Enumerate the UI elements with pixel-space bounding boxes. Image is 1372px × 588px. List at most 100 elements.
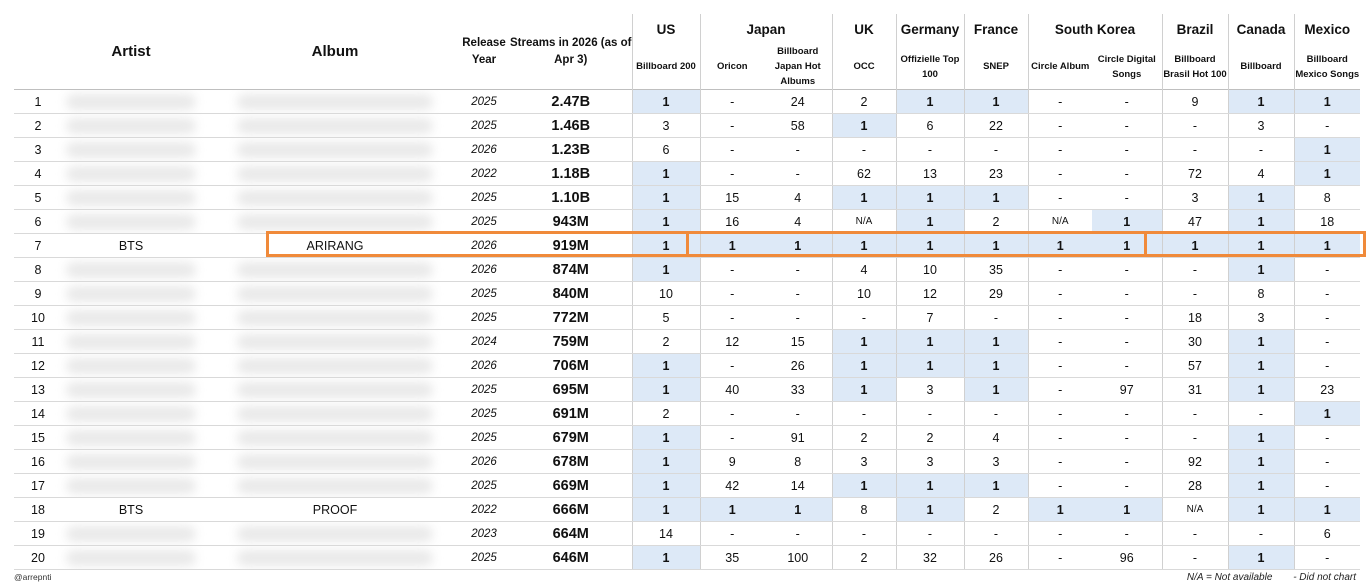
streams-cell: 759M — [510, 329, 632, 354]
chart-position-cell: 1 — [631, 473, 700, 498]
chart-position-cell: 10 — [831, 281, 896, 306]
chart-position-cell: - — [1293, 329, 1360, 354]
chart-position-cell: 1 — [1227, 209, 1294, 234]
redacted-blur — [236, 117, 434, 134]
year-cell: 2025 — [458, 425, 510, 450]
chart-position-cell: 47 — [1161, 209, 1228, 234]
chart-position-cell: 32 — [895, 545, 964, 570]
chart-position-cell: 1 — [1092, 209, 1162, 234]
table-row: 1 2025 2.47B 1-24 2 1 1- -9 1 1 — [14, 89, 1360, 114]
chart-position-cell: - — [699, 257, 764, 282]
chart-position-cell: 1 — [895, 473, 964, 498]
chart-position-cell: - — [699, 521, 764, 546]
streams-cell: 1.18B — [510, 161, 632, 186]
chart-position-cell: 1 — [895, 497, 964, 522]
table-row: 20 2025 646M 1 35 100 2 32 26-96-1- — [14, 545, 1360, 570]
chart-position-cell: - — [1293, 113, 1360, 138]
rank-header — [14, 14, 50, 90]
artist-cell — [50, 113, 212, 138]
chart-position-cell: 6 — [895, 113, 964, 138]
chart-position-cell: 1 — [1227, 353, 1294, 378]
redacted-blur — [236, 549, 434, 566]
chart-position-cell: - — [699, 89, 764, 114]
chart-position-cell: 3 — [895, 449, 964, 474]
artist-cell — [50, 257, 212, 282]
country-france: France — [963, 14, 1028, 44]
redacted-blur — [236, 213, 434, 230]
chart-position-cell: 1 — [1227, 449, 1294, 474]
chart-position-cell: - — [1027, 305, 1092, 330]
redacted-blur — [236, 285, 434, 302]
chart-position-cell: 23 — [963, 161, 1028, 186]
chart-position-cell: - — [699, 305, 764, 330]
redacted-blur — [236, 333, 434, 350]
chart-position-cell: 1 — [1227, 185, 1294, 210]
chart-position-cell: 8 — [1293, 185, 1360, 210]
chart-position-cell: - — [1092, 329, 1162, 354]
streams-cell: 840M — [510, 281, 632, 306]
chart-position-cell: - — [1161, 113, 1228, 138]
album-cell: PROOF — [212, 497, 458, 522]
chart-position-cell: 16 — [699, 209, 764, 234]
chart-position-cell: 1 — [1227, 233, 1294, 258]
streams-cell: 943M — [510, 209, 632, 234]
footer-credit: @arrepnti — [14, 572, 52, 582]
chart-billboard-brasil: Billboard Brasil Hot 100 — [1161, 44, 1228, 90]
chart-position-cell: 4 — [963, 425, 1028, 450]
chart-position-cell: - — [1293, 545, 1360, 570]
redacted-blur — [66, 477, 196, 494]
chart-position-cell: - — [1027, 353, 1092, 378]
chart-position-cell: 9 — [1161, 89, 1228, 114]
album-cell — [212, 185, 458, 210]
album-cell — [212, 425, 458, 450]
chart-position-cell: 4 — [764, 209, 832, 234]
chart-position-cell: 1 — [631, 209, 700, 234]
chart-position-cell: 1 — [831, 233, 896, 258]
redacted-blur — [236, 357, 434, 374]
album-cell: ARIRANG — [212, 233, 458, 258]
chart-position-cell: 1 — [831, 353, 896, 378]
redacted-blur — [66, 189, 196, 206]
chart-position-cell: 97 — [1092, 377, 1162, 402]
redacted-blur — [66, 261, 196, 278]
rank-cell: 5 — [14, 185, 50, 210]
album-cell — [212, 377, 458, 402]
table-row: 12 2026 706M 1-26 1 1 1- -57 1- — [14, 353, 1360, 378]
chart-position-cell: 2 — [831, 89, 896, 114]
redacted-blur — [236, 453, 434, 470]
chart-position-cell: 2 — [963, 497, 1028, 522]
chart-position-cell: - — [895, 521, 964, 546]
chart-position-cell: - — [1092, 521, 1162, 546]
chart-position-cell: - — [1227, 401, 1294, 426]
chart-position-cell: 1 — [1227, 257, 1294, 282]
redacted-blur — [66, 525, 196, 542]
album-cell — [212, 353, 458, 378]
country-brazil: Brazil — [1161, 14, 1228, 44]
chart-position-cell: 31 — [1161, 377, 1228, 402]
chart-circle-digital: Circle Digital Songs — [1097, 53, 1156, 80]
chart-position-cell: - — [764, 521, 832, 546]
chart-position-cell: 1 — [1293, 89, 1360, 114]
year-cell: 2026 — [458, 257, 510, 282]
country-uk: UK — [831, 14, 896, 44]
table-row: 18 BTS PROOF 2022 666M 1 1 1 8 1 2 1 1 N/A 1 1 — [14, 497, 1360, 522]
chart-position-cell: - — [764, 281, 832, 306]
table-row: 7 BTS ARIRANG 2026 919M 1 1 1 1 1 1 1 1 1 1 1 — [14, 233, 1360, 258]
chart-position-cell: 1 — [699, 233, 764, 258]
chart-position-cell: 1 — [1227, 545, 1294, 570]
chart-position-cell: - — [764, 305, 832, 330]
chart-position-cell: 8 — [1227, 281, 1294, 306]
chart-position-cell: 1 — [1227, 425, 1294, 450]
artist-cell: BTS — [50, 233, 212, 258]
streams-cell: 919M — [510, 233, 632, 258]
chart-position-cell: 91 — [764, 425, 832, 450]
chart-position-cell: - — [1027, 449, 1092, 474]
redacted-blur — [236, 93, 434, 110]
chart-position-cell: - — [1027, 545, 1092, 570]
chart-position-cell: 2 — [963, 209, 1028, 234]
chart-position-cell: 1 — [1227, 497, 1294, 522]
artist-cell — [50, 473, 212, 498]
chart-position-cell: 10 — [631, 281, 700, 306]
rank-cell: 10 — [14, 305, 50, 330]
table-row: 8 2026 874M 1- -4 10 35- - -1- — [14, 257, 1360, 282]
